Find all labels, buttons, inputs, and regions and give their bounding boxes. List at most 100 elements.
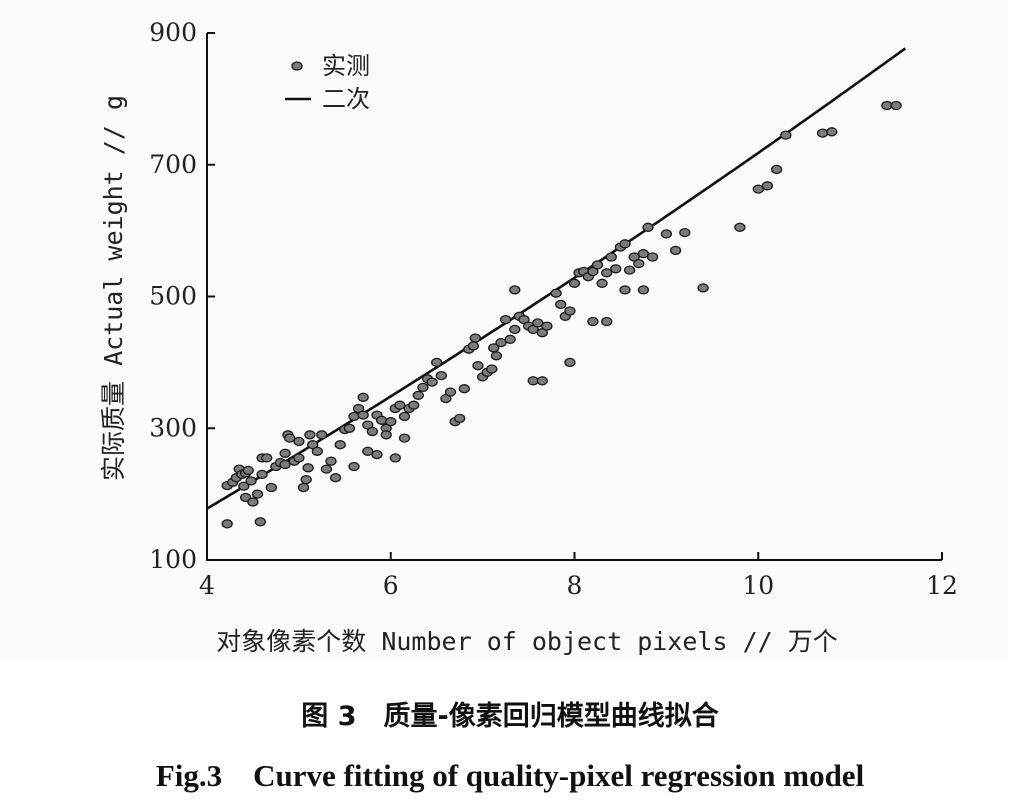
x-tick-label: 10: [742, 571, 774, 600]
data-point: [417, 382, 429, 393]
data-point: [431, 357, 443, 368]
data-point: [302, 463, 314, 473]
data-point: [435, 370, 447, 381]
plot-panel: [0, 0, 1008, 662]
data-point: [239, 492, 252, 503]
data-point: [247, 497, 259, 507]
data-point: [568, 278, 581, 288]
data-point: [623, 265, 636, 275]
data-point: [426, 377, 438, 387]
data-point: [380, 430, 392, 440]
data-point: [412, 390, 424, 400]
legend: 实测 二次: [285, 52, 370, 113]
y-axis-title: 实际质量 Actual weight // g: [99, 95, 128, 481]
data-point: [541, 321, 553, 331]
data-point: [679, 227, 691, 238]
data-point: [660, 229, 673, 239]
figure-caption-english: Fig.3 Curve fitting of quality-pixel reg…: [155, 758, 865, 793]
y-tick-label: 700: [149, 150, 197, 179]
data-point: [596, 278, 608, 288]
data-point: [610, 264, 622, 274]
data-point: [348, 461, 360, 472]
data-point: [564, 306, 576, 316]
data-point: [637, 249, 650, 259]
data-point: [304, 430, 316, 440]
x-tick-label: 12: [926, 571, 958, 600]
data-point: [357, 410, 369, 420]
data-point: [238, 481, 250, 491]
y-tick-label: 100: [149, 545, 197, 574]
data-point: [761, 181, 774, 191]
data-point: [490, 351, 503, 361]
data-point: [343, 423, 356, 433]
data-point: [619, 239, 631, 249]
fit-curve-line: [206, 47, 907, 510]
data-point: [311, 446, 323, 456]
data-point: [467, 341, 480, 351]
data-point: [509, 285, 521, 295]
data-point: [221, 519, 233, 529]
data-point: [371, 449, 383, 460]
data-point: [536, 376, 548, 386]
data-point: [320, 464, 333, 474]
data-point: [734, 222, 746, 232]
data-point: [454, 413, 466, 424]
data-point: [619, 285, 631, 295]
data-point: [564, 357, 576, 368]
data-point: [300, 474, 312, 485]
data-point: [375, 415, 388, 425]
data-point: [488, 343, 500, 353]
figure-caption-chinese: 图 3 质量-像素回归模型曲线拟合: [301, 701, 719, 732]
data-point: [495, 337, 507, 348]
data-point: [444, 387, 457, 397]
data-point: [486, 364, 498, 374]
data-point: [780, 130, 792, 140]
data-point: [348, 411, 360, 422]
data-point: [254, 517, 266, 527]
data-point: [633, 258, 645, 269]
data-point: [256, 469, 268, 480]
data-point: [293, 453, 305, 463]
data-point: [752, 184, 764, 194]
data-point: [605, 252, 617, 262]
data-point: [251, 489, 264, 499]
data-point: [697, 283, 709, 293]
data-point: [394, 400, 406, 410]
y-tick-label: 900: [149, 18, 197, 47]
data-point: [826, 127, 838, 137]
data-point: [509, 324, 521, 335]
data-point: [279, 448, 291, 458]
data-point: [881, 100, 893, 111]
data-point: [265, 482, 277, 493]
data-point: [408, 400, 420, 410]
x-tick-label: 6: [383, 571, 399, 600]
data-point: [242, 465, 254, 476]
data-point: [458, 384, 470, 394]
data-point: [550, 288, 562, 298]
data-point: [890, 100, 902, 111]
data-point: [469, 333, 481, 343]
data-point: [385, 417, 397, 427]
data-point: [362, 446, 374, 456]
data-point: [261, 453, 273, 463]
data-point: [279, 459, 291, 470]
data-point: [646, 252, 659, 262]
data-point: [591, 260, 604, 270]
data-point: [366, 426, 379, 437]
x-tick-label: 4: [199, 571, 215, 600]
data-point: [245, 476, 257, 486]
data-point: [499, 314, 512, 325]
data-point: [601, 268, 613, 278]
data-point: [284, 433, 296, 443]
data-point: [816, 128, 829, 138]
data-point: [334, 440, 346, 450]
data-point: [770, 164, 783, 175]
legend-point-marker: [291, 61, 303, 71]
data-point: [316, 430, 328, 440]
data-point: [642, 222, 654, 232]
data-point: [555, 299, 567, 310]
y-tick-label: 500: [149, 282, 197, 311]
data-point: [357, 392, 369, 402]
x-tick-label: 8: [567, 571, 583, 600]
x-axis-title: 对象像素个数 Number of object pixels // 万个: [216, 627, 837, 656]
